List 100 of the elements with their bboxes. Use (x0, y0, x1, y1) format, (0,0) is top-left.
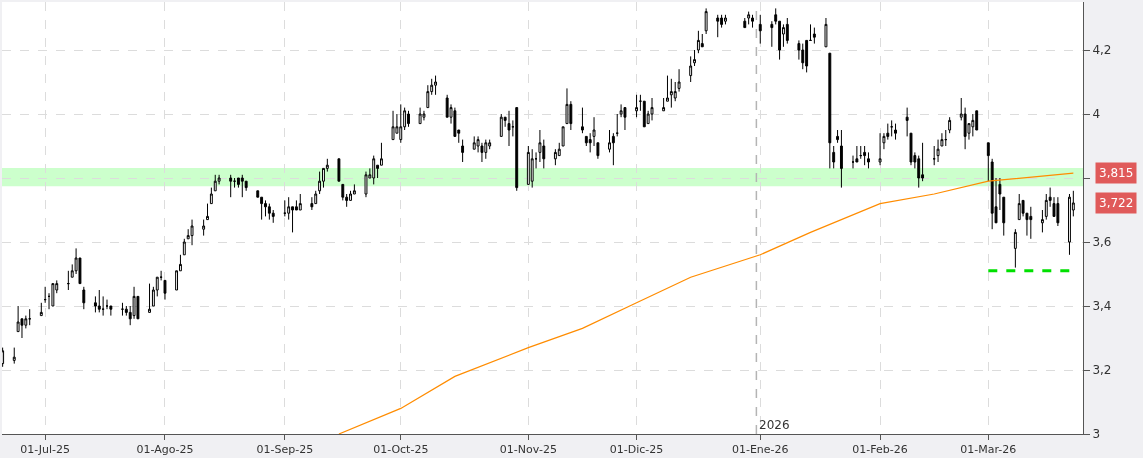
candlestick (399, 103, 403, 144)
candlestick (638, 94, 642, 112)
candlestick (97, 289, 101, 313)
candlestick (724, 14, 727, 25)
y-tick-label: 3,2 (1092, 363, 1112, 378)
candlestick (1056, 196, 1060, 227)
candlestick (372, 155, 376, 185)
candlestick (839, 129, 843, 189)
candlestick (1068, 193, 1071, 256)
candlestick (785, 17, 789, 45)
candlestick (190, 219, 194, 246)
line-series (338, 172, 1074, 434)
candlestick (770, 20, 774, 48)
text: 3,722 (1099, 196, 1134, 210)
candlestick (828, 52, 832, 169)
candlestick (669, 78, 673, 109)
candlestick (209, 187, 213, 205)
candlestick (484, 139, 488, 160)
candlestick (66, 270, 70, 291)
candlestick (836, 129, 839, 144)
candlestick (824, 17, 828, 48)
candlestick (530, 148, 534, 189)
x-tick-label: 01-Ene-26 (731, 443, 789, 457)
candlestick (1040, 209, 1044, 233)
candlestick (148, 283, 151, 313)
candlestick (635, 94, 638, 118)
candlestick (298, 193, 302, 211)
candlestick (693, 49, 696, 67)
candlestick (944, 129, 948, 147)
candlestick (704, 7, 708, 35)
candlestick (206, 203, 209, 221)
candlestick (51, 283, 55, 307)
candlestick (971, 113, 975, 137)
candlestick (202, 219, 206, 237)
y-tick-label: 3,6 (1092, 235, 1112, 250)
ref-line-label: 2026 (759, 418, 790, 432)
candlestick (1029, 206, 1033, 240)
candlestick (894, 123, 897, 141)
candlestick (809, 23, 812, 41)
candlestick (1017, 193, 1021, 221)
y-tick-label: 4 (1092, 107, 1101, 122)
x-tick-label: 01-Oct-25 (373, 443, 429, 457)
candlestick (264, 199, 267, 217)
x-tick-label: 01-Nov-25 (499, 443, 557, 457)
candlestick (758, 14, 762, 45)
candlestick (867, 151, 870, 169)
candlestick (580, 107, 584, 134)
candlestick (39, 302, 43, 317)
candlestick (407, 110, 410, 128)
candlestick (689, 55, 693, 83)
candlestick (812, 27, 816, 45)
candlestick (990, 158, 994, 230)
candlestick (163, 279, 167, 301)
candlestick (499, 113, 503, 137)
x-tick-label: 01-Jul-25 (20, 443, 71, 457)
candlestick (716, 14, 720, 38)
candlestick (832, 145, 836, 169)
candlestick (615, 113, 619, 137)
candlestick (43, 286, 47, 304)
y-tick-label: 3 (1092, 427, 1101, 442)
candlestick (28, 308, 32, 326)
x-tick-label: 01-Sep-25 (256, 443, 314, 457)
candlestick (751, 14, 754, 29)
candlestick (515, 107, 519, 192)
candlestick (666, 75, 669, 102)
x-tick-label: 01-Ago-25 (136, 443, 194, 457)
candlestick (805, 39, 809, 73)
candlestick (213, 174, 217, 192)
candlestick (662, 97, 666, 112)
candlestick (561, 126, 565, 147)
candlestick (422, 110, 426, 121)
candlestick (623, 107, 627, 131)
candlestick (743, 17, 747, 29)
candlestick (461, 139, 465, 163)
candlestick (890, 119, 894, 137)
candlestick (507, 110, 511, 147)
x-tick-label: 01-Dic-25 (609, 443, 664, 457)
candlestick (878, 132, 882, 166)
candlestick (1013, 228, 1017, 269)
candlestick (318, 171, 322, 195)
candlestick (391, 110, 395, 141)
x-tick-label: 01-Mar-26 (960, 443, 1017, 457)
candlestick (182, 238, 186, 256)
candlestick (418, 107, 422, 125)
candlestick (472, 135, 476, 150)
candlestick (434, 75, 438, 96)
candlestick (229, 174, 233, 198)
candlestick (696, 30, 700, 54)
candlestick (747, 11, 751, 25)
y-tick-label: 3,4 (1092, 299, 1112, 314)
y-tick-label: 4,2 (1092, 43, 1112, 58)
candlestick (642, 100, 646, 128)
candlestick (986, 142, 990, 182)
candlestick (364, 171, 368, 198)
candlestick (82, 286, 86, 310)
candlestick (801, 43, 805, 70)
candlestick (611, 132, 615, 166)
candlestick (948, 116, 952, 134)
candlestick (283, 199, 287, 217)
x-tick-label: 01-Feb-26 (852, 443, 908, 457)
